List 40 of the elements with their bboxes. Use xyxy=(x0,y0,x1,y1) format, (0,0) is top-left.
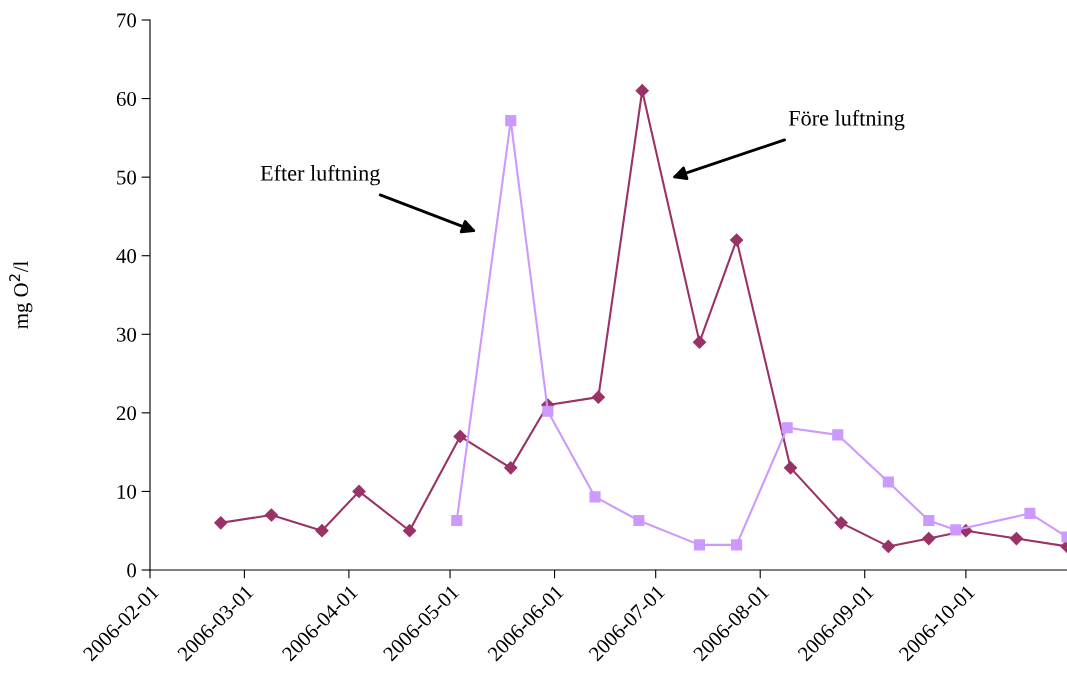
point xyxy=(451,514,463,527)
point xyxy=(783,461,798,475)
point xyxy=(882,476,894,488)
point xyxy=(692,335,707,349)
point xyxy=(834,516,848,530)
point xyxy=(1009,531,1024,546)
y-tick-label: 30 xyxy=(116,327,137,342)
point xyxy=(693,539,706,551)
point xyxy=(403,524,417,538)
annotation: Efter luftning xyxy=(260,164,380,186)
y-tick-label: 60 xyxy=(116,91,137,106)
point xyxy=(633,514,645,527)
y-tick-label: 40 xyxy=(116,249,137,264)
point xyxy=(591,390,605,404)
point xyxy=(950,524,962,536)
point xyxy=(453,429,467,444)
point xyxy=(881,539,895,554)
point xyxy=(731,539,743,551)
y-tick-label: 70 xyxy=(117,13,137,28)
y-tick-label: 20 xyxy=(116,406,137,421)
point xyxy=(923,514,935,527)
point xyxy=(832,429,844,441)
y-axis-title: mg O$^{2}$/l xyxy=(9,261,33,329)
point xyxy=(504,461,518,475)
point xyxy=(214,516,228,530)
point xyxy=(922,531,936,546)
y-tick-label: 10 xyxy=(117,484,137,499)
point xyxy=(264,508,278,522)
annotation: Före luftning xyxy=(788,109,905,131)
point xyxy=(781,422,793,434)
point xyxy=(505,115,517,127)
point xyxy=(635,84,649,98)
y-tick-label: 0 xyxy=(127,563,137,578)
point xyxy=(315,524,329,538)
point xyxy=(1024,507,1036,519)
point xyxy=(352,484,366,499)
point xyxy=(542,405,554,417)
y-tick-label: 50 xyxy=(117,170,137,185)
point xyxy=(589,491,601,503)
point xyxy=(730,233,744,247)
